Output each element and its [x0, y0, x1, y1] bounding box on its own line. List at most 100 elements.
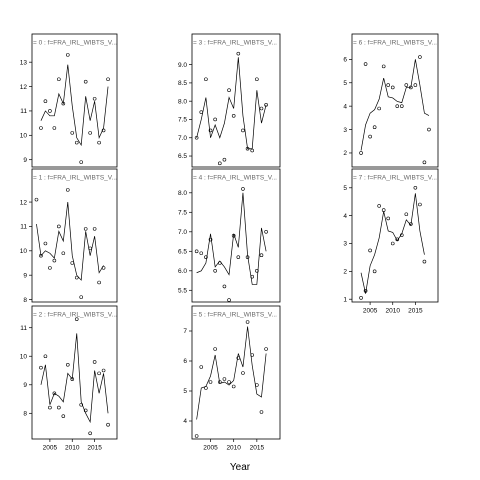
panel-0-data-point: [43, 99, 48, 103]
panel-2-data-point: [70, 377, 75, 381]
panel-2-strip: [32, 306, 117, 322]
panel-1-fit-line: [36, 202, 104, 281]
panel-4-data-point: [217, 261, 222, 265]
panel-4-fit-line: [196, 192, 267, 285]
panel-3-strip: [192, 34, 280, 50]
panel-6-fit-line: [360, 59, 430, 151]
panel-7-data-point: [399, 233, 404, 237]
panel-1-data-point: [88, 246, 92, 251]
panel-3-data-point: [213, 117, 217, 122]
panel-7-ytick-label: 1: [343, 296, 347, 303]
panel-2-data-point: [97, 371, 101, 376]
panel-4-ytick-label: 7.0: [178, 229, 187, 236]
panel-2-xtick-label: 2010: [65, 445, 80, 452]
panel-7-data-point: [390, 241, 395, 246]
panel-1-strip-label: = 1 : f=FRA_IRL_WIBTS_V...: [33, 175, 117, 182]
panel-1-ytick-label: 12: [20, 199, 28, 206]
panel-1-strip: [32, 169, 117, 185]
panel-2-data-point: [79, 402, 84, 407]
panel-1-data-point: [34, 197, 39, 202]
x-axis-label: Year: [230, 462, 251, 473]
panel-7-data-point: [409, 222, 413, 226]
panel-2-xtick-label: 2015: [87, 445, 102, 452]
panel-2-data-point: [57, 405, 61, 410]
panel-2-data-point: [52, 391, 57, 396]
panel-3-data-point: [245, 146, 250, 151]
panel-0-data-point: [65, 53, 70, 57]
panel-6-data-point: [409, 85, 413, 90]
panel-0-data-point: [39, 126, 43, 130]
panel-6-strip-label: = 6 : f=FRA_IRL_WIBTS_V...: [353, 40, 437, 47]
panel-6-data-point: [372, 125, 377, 130]
panel-2-fit-line: [40, 333, 109, 424]
panel-4-ytick-label: 5.5: [178, 288, 187, 295]
panel-6-data-point: [381, 64, 386, 69]
panel-1-data-point: [92, 227, 97, 231]
panel-0-data-point: [74, 140, 79, 145]
panel-2-data-point: [48, 405, 52, 410]
panel-7-data-point: [363, 289, 368, 293]
panel-3-data-point: [236, 51, 241, 56]
panel-2-data-point: [106, 422, 110, 427]
panel-4-data-point: [194, 249, 199, 254]
panel-4-data-point: [231, 233, 236, 238]
panel-3-data-point: [259, 106, 264, 111]
panel-2-data-point: [74, 317, 79, 321]
panel-4-data-point: [241, 187, 245, 191]
panel-7-data-point: [372, 269, 377, 274]
panel-4-ytick-label: 8.0: [178, 190, 187, 197]
panel-7-ytick-label: 2: [343, 269, 347, 276]
panel-7-data-point: [377, 204, 381, 208]
panel-6-ytick-label: 2: [343, 150, 347, 157]
panel-1-data-point: [79, 295, 84, 299]
panel-4-data-point: [245, 255, 250, 259]
panel-7-fit-line: [360, 193, 425, 294]
panel-6-data-point: [404, 83, 409, 87]
panel-7-strip: [352, 169, 438, 185]
panel-1-data-point: [70, 261, 75, 265]
panel-5-data-point: [264, 347, 268, 351]
panel-4-frame: [191, 168, 281, 303]
panel-0-ytick-label: 11: [20, 108, 27, 115]
panel-7-data-point: [386, 216, 391, 221]
panel-2-ytick-label: 8: [23, 411, 27, 418]
panel-1-ytick-label: 8: [23, 297, 27, 304]
panel-0-ytick-label: 10: [20, 133, 28, 140]
panel-1-ytick-label: 10: [20, 248, 28, 255]
panel-6-data-point: [359, 151, 363, 155]
panel-0-strip-label: = 0 : f=FRA_IRL_WIBTS_V...: [33, 40, 117, 47]
panel-5-data-point: [213, 347, 217, 351]
panel-3-data-point: [194, 135, 199, 140]
panel-3-strip-label: = 3 : f=FRA_IRL_WIBTS_V...: [193, 40, 277, 47]
panel-3-data-point: [250, 148, 255, 153]
panel-4-ytick-label: 7.5: [178, 210, 187, 217]
panel-4-ytick-label: 6.0: [178, 268, 187, 275]
panel-7-ytick-label: 5: [343, 185, 347, 192]
panel-7-data-point: [422, 259, 427, 264]
panel-5-data-point: [250, 353, 255, 357]
panel-4-data-point: [227, 298, 231, 302]
panel-3-data-point: [231, 114, 236, 118]
panel-4-data-point: [222, 284, 227, 289]
panel-3-ytick-label: 7.5: [178, 117, 187, 124]
panel-2-ytick-label: 9: [23, 382, 27, 389]
panel-0-fit-line: [40, 64, 109, 147]
panel-7-data-point: [368, 248, 372, 253]
panel-2-data-point: [88, 431, 92, 436]
panel-5-data-point: [259, 410, 264, 414]
panel-0-data-point: [79, 160, 84, 164]
panel-5-data-point: [245, 320, 250, 324]
panel-5-data-point: [204, 386, 208, 390]
panel-0-data-point: [88, 131, 92, 135]
panel-3-data-point: [222, 157, 227, 162]
panel-0-data-point: [61, 101, 66, 106]
panel-5-data-point: [222, 377, 227, 381]
panel-4-data-point: [199, 251, 204, 256]
panel-6-data-point: [422, 160, 427, 165]
panel-1-data-point: [52, 258, 57, 263]
panel-7-xtick-label: 2015: [408, 308, 423, 315]
panel-5-strip-label: = 5 : f=FRA_IRL_WIBTS_V...: [193, 312, 277, 319]
panel-1-data-point: [43, 241, 48, 246]
panel-0-ytick-label: 12: [20, 84, 28, 91]
